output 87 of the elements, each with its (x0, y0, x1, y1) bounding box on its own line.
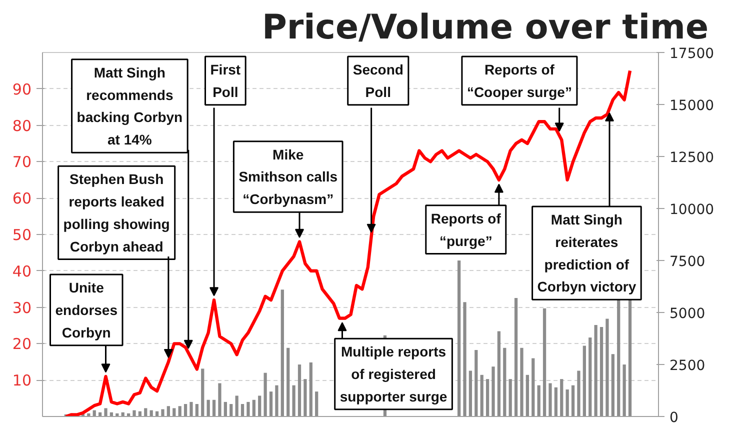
bar (548, 383, 552, 416)
y2-tick-label: 10000 (670, 202, 714, 218)
bar (606, 318, 609, 416)
bar (457, 260, 461, 416)
bar (230, 404, 233, 416)
chart-title: Price/Volume over time (262, 8, 709, 48)
y-tick-label: 80 (12, 116, 32, 135)
bar (571, 385, 575, 416)
bar (132, 410, 136, 416)
bar (611, 354, 614, 416)
bar (480, 374, 484, 416)
y2-tick-label: 7500 (670, 254, 706, 270)
annotation: Matt Singh recommends backing Corbyn at 14% (76, 64, 183, 148)
bar (526, 374, 530, 416)
annotation: Second Poll (352, 62, 404, 100)
bar (582, 346, 586, 416)
bar (566, 389, 569, 416)
bar (218, 383, 222, 416)
bar (286, 348, 290, 416)
bar (532, 358, 535, 416)
bar (184, 404, 188, 416)
y2-tick-label: 0 (670, 410, 678, 426)
bar (104, 408, 108, 416)
bar (292, 385, 296, 416)
y-tick-label: 60 (12, 190, 32, 208)
annotation: Unite endorses Corbyn (55, 280, 118, 340)
bar (622, 364, 626, 416)
bar (178, 406, 182, 416)
bar (577, 370, 580, 416)
y-tick-label: 90 (12, 80, 32, 98)
bar (503, 348, 506, 416)
bar (280, 290, 284, 416)
annotation: Mike Smithson calls “Corbynasm” (238, 146, 338, 208)
y-tick-label: 30 (12, 298, 32, 317)
bar (520, 348, 524, 416)
bar (206, 400, 210, 416)
bar (235, 396, 238, 416)
annotation: Reports of “Cooper surge” (466, 62, 572, 100)
y-tick-label: 20 (12, 335, 32, 354)
bar (212, 400, 216, 416)
bar (474, 350, 478, 416)
bar (190, 402, 193, 416)
bar (468, 370, 472, 416)
bar (201, 368, 204, 416)
bar (588, 337, 592, 416)
bar (486, 379, 490, 416)
bar (161, 409, 164, 416)
bar (166, 406, 170, 416)
bar (537, 385, 540, 416)
bar (275, 385, 278, 416)
annotation: First Poll (210, 62, 241, 100)
bar (195, 404, 198, 416)
y-tick-label: 10 (12, 372, 32, 390)
annotation: Stephen Bush reports leaked polling showing Corbyn ahead (63, 171, 170, 254)
y2-tick-label: 5000 (670, 306, 706, 322)
bar (542, 308, 546, 416)
bar (514, 298, 518, 416)
bar (594, 324, 598, 416)
annotation: Matt Singh reiterates prediction of Corbyn victory (537, 211, 636, 295)
bar (508, 379, 512, 416)
y-tick-label: 50 (12, 226, 32, 244)
bar (264, 372, 267, 416)
bar (246, 402, 250, 416)
y2-tick-label: 17500 (670, 46, 714, 62)
bar (304, 379, 307, 416)
bar (309, 362, 312, 416)
y2-tick-label: 15000 (670, 98, 714, 114)
bar (497, 331, 501, 416)
bar (600, 327, 604, 416)
bar (252, 400, 256, 416)
bar (240, 404, 244, 416)
y2-tick-label: 12500 (670, 150, 714, 166)
bar (554, 387, 558, 416)
y-tick-label: 40 (12, 262, 32, 280)
bar (144, 408, 148, 416)
bar (298, 364, 302, 416)
y-tick-label: 70 (12, 153, 32, 172)
bar (492, 366, 495, 416)
annotation: Reports of “purge” (430, 210, 502, 249)
bar (258, 396, 262, 416)
bar (269, 392, 273, 416)
bar (315, 392, 318, 416)
bar (224, 402, 227, 416)
y2-tick-label: 2500 (670, 358, 706, 374)
bar (463, 302, 466, 416)
bar (172, 408, 176, 416)
bar (560, 379, 564, 416)
